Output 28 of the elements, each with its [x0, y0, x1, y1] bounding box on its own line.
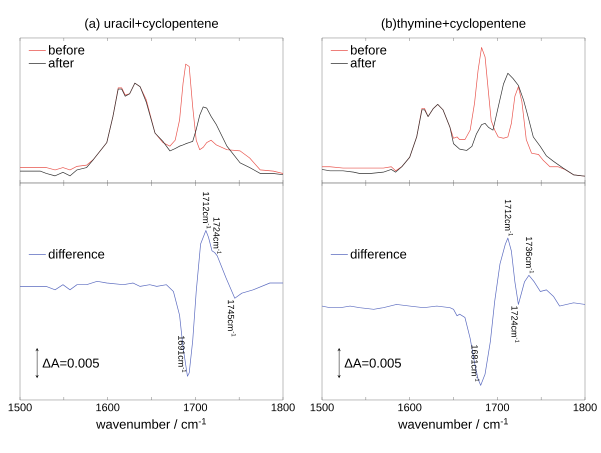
annotation: ΔA=0.005	[344, 358, 401, 368]
annotation: 1736cm$^{-1}$	[526, 237, 534, 274]
legend-label: before	[350, 45, 386, 55]
annotation: ΔA=0.005	[42, 358, 99, 368]
chart-title: (b)thymine+cyclopentene	[382, 18, 526, 30]
chart-title: (a) uracil+cyclopentene	[85, 18, 218, 30]
x-tick-label: 1600	[398, 404, 422, 412]
legend-label: difference	[48, 249, 104, 259]
x-tick-label: 1600	[96, 404, 120, 412]
annotation: 1712cm$^{-1}$	[202, 192, 211, 228]
x-tick-label: 1800	[574, 404, 597, 412]
x-axis-title: wavenumber / cm$^{-1}$	[398, 418, 508, 429]
legend-label: before	[48, 45, 84, 55]
annotation: 1724cm$^{-1}$	[213, 218, 222, 254]
annotation: 1745cm$^{-1}$	[228, 300, 236, 336]
x-tick-label: 1500	[8, 404, 32, 412]
legend-label: after	[350, 58, 376, 68]
x-tick-label: 1800	[272, 404, 295, 412]
annotation: 1691cm$^{-1}$	[178, 336, 186, 372]
legend-label: after	[48, 58, 74, 68]
x-tick-label: 1700	[486, 404, 510, 412]
x-axis-title: wavenumber / cm$^{-1}$	[96, 418, 206, 429]
legend-label: difference	[350, 249, 406, 259]
annotation: 1712cm$^{-1}$	[504, 200, 513, 236]
x-tick-label: 1500	[310, 404, 334, 412]
annotation: 1724cm$^{-1}$	[511, 306, 520, 343]
x-tick-label: 1700	[184, 404, 208, 412]
annotation: 1681cm$^{-1}$	[471, 345, 480, 382]
